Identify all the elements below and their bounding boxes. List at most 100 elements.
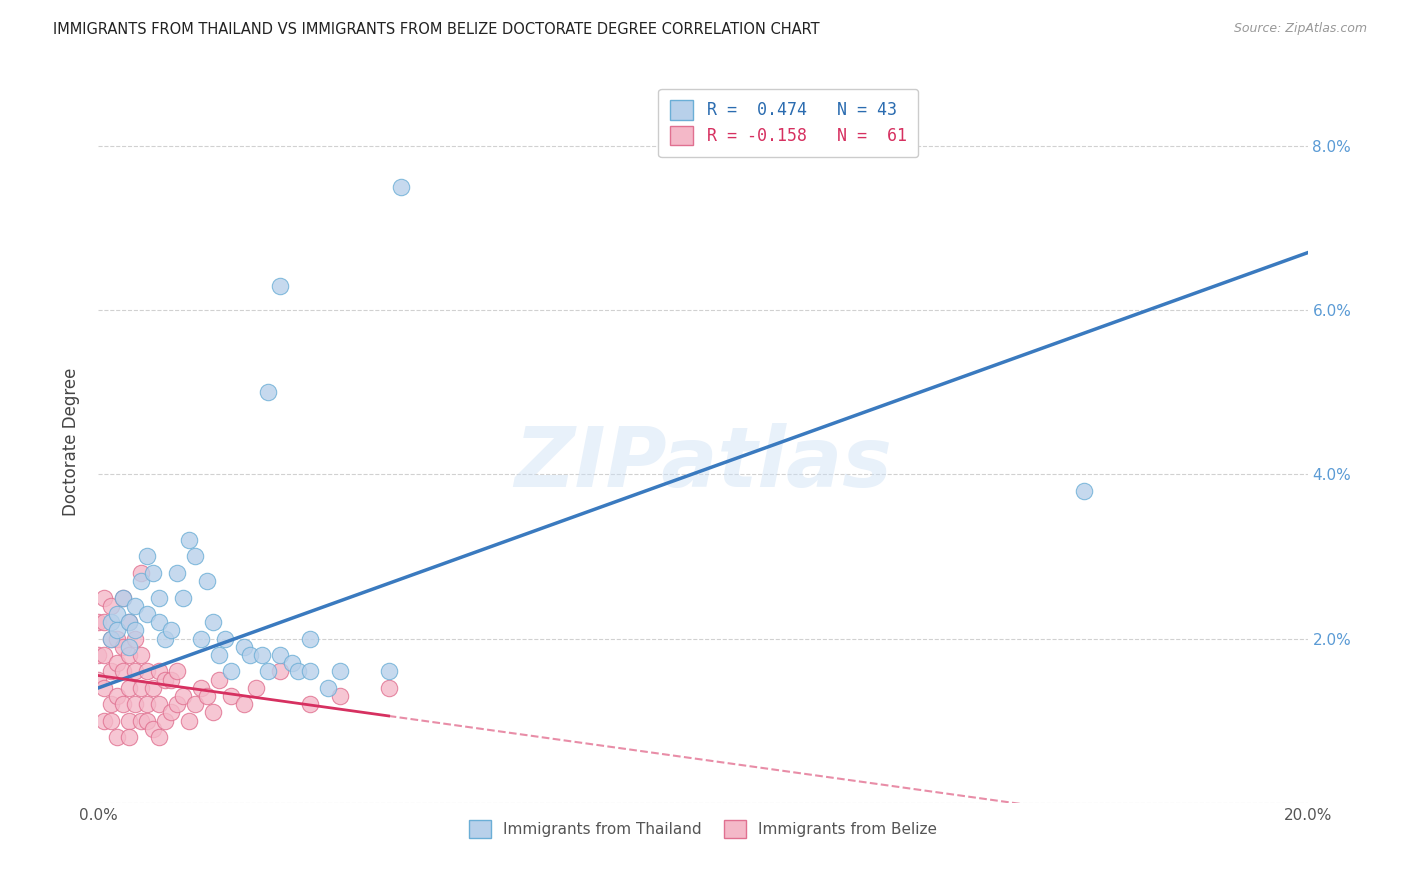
Y-axis label: Doctorate Degree: Doctorate Degree — [62, 368, 80, 516]
Point — [129, 714, 152, 728]
Point — [100, 698, 122, 712]
Point — [100, 615, 122, 630]
Point — [111, 591, 134, 605]
Point — [329, 689, 352, 703]
Point — [142, 722, 165, 736]
Point — [142, 566, 165, 580]
Point — [160, 706, 183, 720]
Point — [287, 665, 309, 679]
Point — [124, 665, 146, 679]
Point — [195, 574, 218, 588]
Point — [93, 648, 115, 662]
Point — [93, 714, 115, 728]
Point — [87, 648, 110, 662]
Point — [118, 615, 141, 630]
Point — [148, 730, 170, 744]
Point — [118, 730, 141, 744]
Point — [100, 665, 122, 679]
Point — [105, 689, 128, 703]
Point — [221, 665, 243, 679]
Point — [135, 698, 157, 712]
Point — [179, 533, 201, 547]
Point — [100, 632, 122, 646]
Point — [245, 681, 267, 695]
Text: ZIPatlas: ZIPatlas — [515, 423, 891, 504]
Point — [172, 591, 194, 605]
Point — [166, 698, 188, 712]
Point — [377, 681, 399, 695]
Point — [250, 648, 273, 662]
Point — [105, 624, 128, 638]
Point — [105, 632, 128, 646]
Point — [281, 657, 304, 671]
Point — [105, 607, 128, 621]
Point — [118, 681, 141, 695]
Point — [135, 714, 157, 728]
Text: Source: ZipAtlas.com: Source: ZipAtlas.com — [1233, 22, 1367, 36]
Point — [87, 615, 110, 630]
Point — [148, 698, 170, 712]
Text: IMMIGRANTS FROM THAILAND VS IMMIGRANTS FROM BELIZE DOCTORATE DEGREE CORRELATION : IMMIGRANTS FROM THAILAND VS IMMIGRANTS F… — [53, 22, 820, 37]
Point — [105, 730, 128, 744]
Point — [316, 681, 339, 695]
Point — [148, 615, 170, 630]
Point — [135, 549, 157, 564]
Point — [184, 549, 207, 564]
Point — [129, 648, 152, 662]
Point — [148, 591, 170, 605]
Point — [179, 714, 201, 728]
Point — [195, 689, 218, 703]
Point — [142, 681, 165, 695]
Point — [377, 665, 399, 679]
Point — [232, 640, 254, 654]
Point — [111, 640, 134, 654]
Point — [202, 615, 225, 630]
Point — [111, 665, 134, 679]
Point — [160, 624, 183, 638]
Point — [190, 632, 212, 646]
Point — [100, 632, 122, 646]
Point — [124, 599, 146, 613]
Point — [129, 574, 152, 588]
Point — [190, 681, 212, 695]
Point — [118, 714, 141, 728]
Point — [93, 681, 115, 695]
Point — [124, 632, 146, 646]
Point — [118, 615, 141, 630]
Point — [93, 591, 115, 605]
Point — [221, 689, 243, 703]
Point — [105, 657, 128, 671]
Point — [269, 648, 291, 662]
Point — [299, 698, 322, 712]
Point — [256, 665, 278, 679]
Point — [269, 278, 291, 293]
Point — [135, 665, 157, 679]
Point — [124, 624, 146, 638]
Point — [166, 566, 188, 580]
Point — [299, 632, 322, 646]
Point — [172, 689, 194, 703]
Point — [153, 673, 176, 687]
Point — [100, 599, 122, 613]
Point — [111, 591, 134, 605]
Point — [93, 615, 115, 630]
Point — [184, 698, 207, 712]
Point — [214, 632, 236, 646]
Point — [1073, 483, 1095, 498]
Point — [100, 714, 122, 728]
Point — [87, 673, 110, 687]
Point — [208, 673, 231, 687]
Point — [153, 714, 176, 728]
Point — [166, 665, 188, 679]
Point — [160, 673, 183, 687]
Point — [111, 698, 134, 712]
Point — [153, 632, 176, 646]
Point — [269, 665, 291, 679]
Point — [129, 681, 152, 695]
Point — [118, 648, 141, 662]
Point — [208, 648, 231, 662]
Point — [118, 640, 141, 654]
Legend: Immigrants from Thailand, Immigrants from Belize: Immigrants from Thailand, Immigrants fro… — [461, 813, 945, 846]
Point — [239, 648, 262, 662]
Point — [329, 665, 352, 679]
